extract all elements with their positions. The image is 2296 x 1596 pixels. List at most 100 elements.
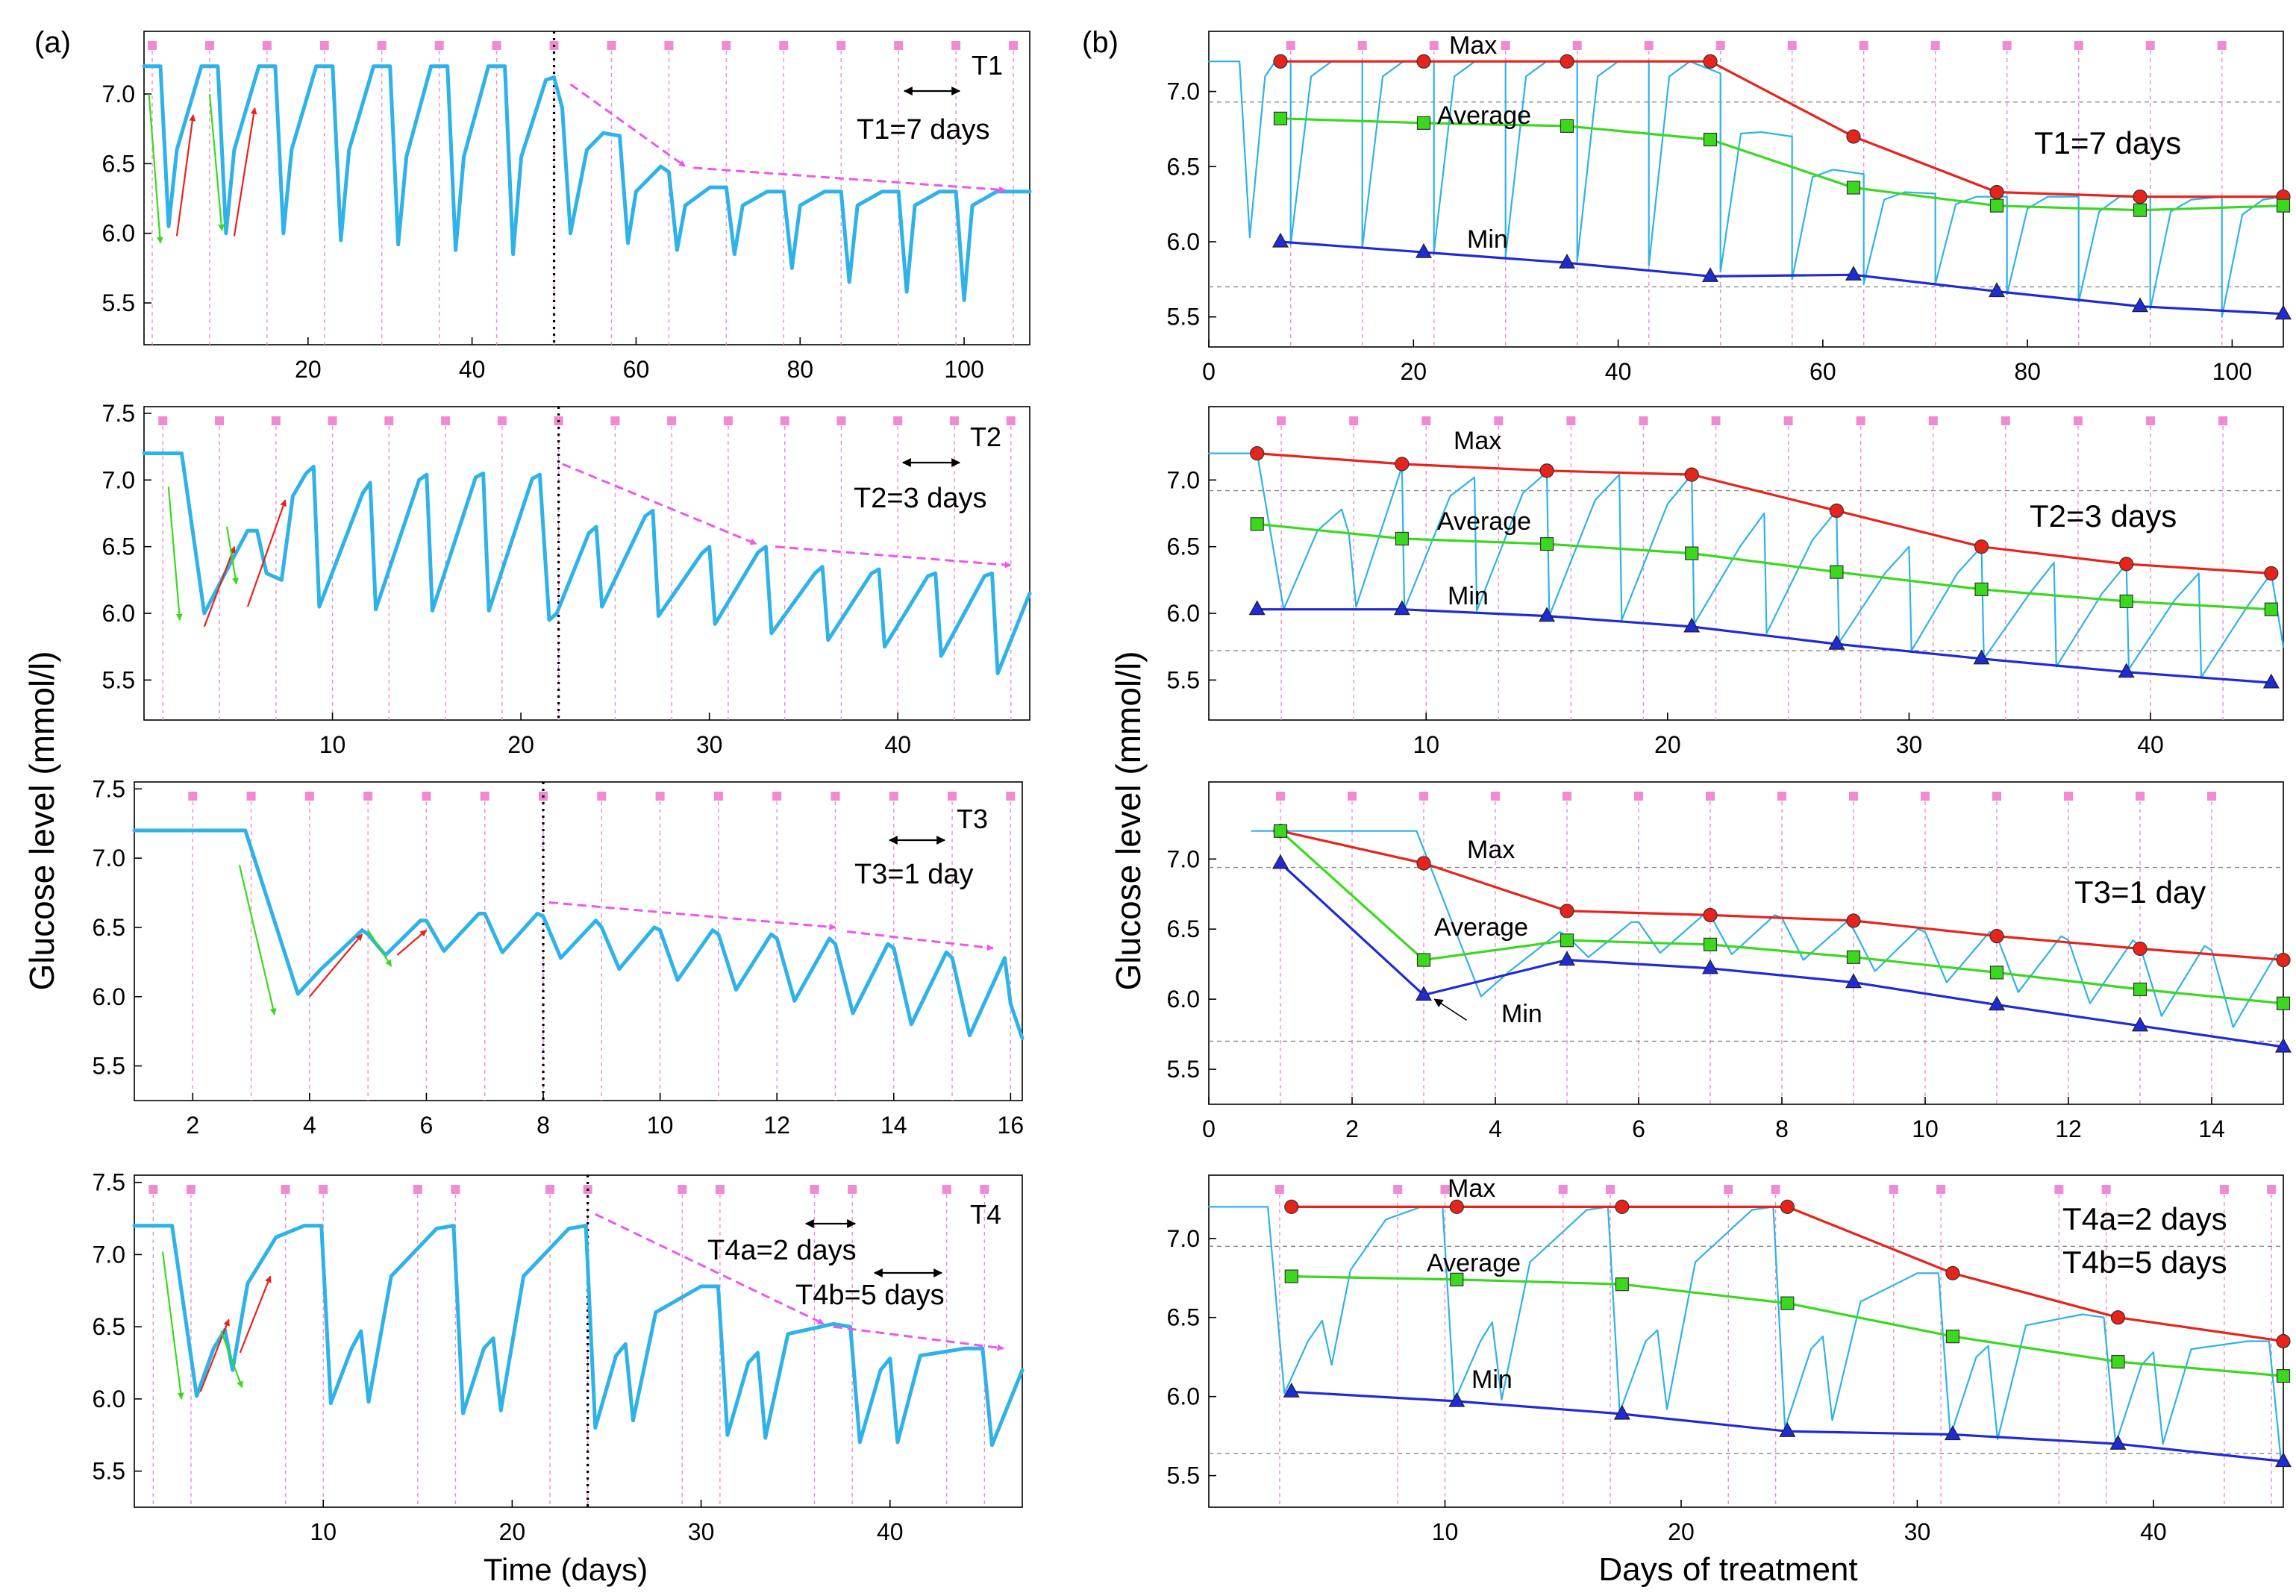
min-point bbox=[2262, 673, 2280, 689]
dose-marker bbox=[319, 41, 329, 50]
down-arrow bbox=[367, 930, 392, 967]
glucose-series-line bbox=[1251, 830, 2285, 1028]
trend-arrow bbox=[846, 930, 994, 951]
min-point bbox=[1683, 617, 1701, 633]
y-tick-label: 5.5 bbox=[93, 1053, 125, 1080]
dose-marker bbox=[715, 1185, 725, 1194]
min-label: Min bbox=[1448, 582, 1489, 610]
y-tick-label: 6.0 bbox=[1167, 986, 1200, 1013]
dose-marker bbox=[2074, 41, 2083, 50]
dose-marker bbox=[772, 792, 782, 801]
dose-marker bbox=[147, 41, 157, 50]
dose-marker bbox=[1277, 416, 1286, 425]
dose-marker bbox=[186, 1185, 195, 1194]
up-arrow bbox=[175, 114, 196, 237]
average-point bbox=[1703, 132, 1718, 147]
x-tick-label: 4 bbox=[1489, 1115, 1502, 1142]
dose-marker bbox=[1771, 1185, 1780, 1194]
min-point bbox=[2274, 1037, 2292, 1053]
x-tick-label: 10 bbox=[310, 1518, 337, 1545]
up-arrow bbox=[203, 545, 236, 628]
x-tick-label: 40 bbox=[877, 1518, 904, 1545]
x-tick-label: 10 bbox=[647, 1112, 674, 1139]
x-tick-label: 20 bbox=[1654, 731, 1681, 758]
y-tick-label: 6.0 bbox=[1167, 1383, 1200, 1410]
average-point bbox=[1539, 536, 1554, 551]
up-arrow bbox=[246, 499, 287, 607]
x-tick-label: 8 bbox=[1775, 1115, 1789, 1142]
max-label: Max bbox=[1454, 427, 1501, 455]
y-axis-label-b: Glucose level (mmol/l) bbox=[1109, 651, 1148, 991]
min-point bbox=[1845, 973, 1862, 989]
dose-marker bbox=[597, 792, 607, 801]
glucose-series-line bbox=[142, 451, 1032, 675]
y-tick-label: 6.5 bbox=[102, 150, 135, 177]
dose-marker bbox=[2267, 1185, 2277, 1194]
dose-marker bbox=[1349, 416, 1359, 425]
x-tick-label: 4 bbox=[303, 1112, 316, 1139]
average-point bbox=[1416, 953, 1431, 967]
x-tick-label: 60 bbox=[1809, 358, 1836, 385]
glucose-series-line bbox=[1207, 60, 2285, 318]
dose-marker bbox=[780, 416, 789, 425]
y-tick-label: 7.0 bbox=[1167, 845, 1200, 872]
chart-b2: 10 20 30 40 5.5 6.0 6.5 7.0 bbox=[1167, 406, 2285, 758]
trend-arrow bbox=[833, 1325, 1004, 1351]
down-arrow bbox=[238, 865, 277, 1016]
trend-arrow bbox=[548, 901, 836, 930]
x-tick-label: 60 bbox=[623, 356, 650, 383]
average-label: Average bbox=[1437, 101, 1531, 130]
dose-marker bbox=[1859, 41, 1868, 50]
min-point bbox=[1248, 600, 1266, 616]
x-tick-label: 12 bbox=[2055, 1115, 2082, 1142]
plot-frame-b1 bbox=[1208, 31, 2284, 348]
period-label-b: T4b=5 days bbox=[795, 1280, 945, 1311]
x-tick-label: 2 bbox=[1345, 1115, 1359, 1142]
max-label: Max bbox=[1448, 1174, 1495, 1203]
x-axis-label-a: Time (days) bbox=[484, 1552, 648, 1587]
panel-a-label: (a) bbox=[34, 26, 71, 59]
dose-marker bbox=[2073, 416, 2083, 425]
chart-a2: 10 20 30 40 5.5 6.0 6.5 7.0 7.5 bbox=[102, 400, 1032, 758]
dose-marker bbox=[722, 41, 731, 50]
dose-marker bbox=[1009, 41, 1019, 50]
min-series-line bbox=[1279, 862, 2284, 1048]
x-tick-label: 14 bbox=[880, 1112, 907, 1139]
max-point bbox=[1395, 457, 1410, 472]
dose-marker bbox=[1606, 1185, 1615, 1194]
min-point bbox=[1558, 253, 1576, 269]
y-tick-label: 5.5 bbox=[1167, 1462, 1200, 1489]
average-point bbox=[1989, 198, 2004, 213]
dose-marker bbox=[281, 1185, 290, 1194]
up-arrow bbox=[239, 1275, 272, 1354]
average-point bbox=[1974, 582, 1989, 596]
y-tick-label: 7.0 bbox=[102, 81, 135, 107]
x-tick-label: 40 bbox=[884, 731, 911, 758]
y-tick-label: 5.5 bbox=[1167, 1056, 1200, 1083]
average-label: Average bbox=[1434, 913, 1528, 942]
dose-marker bbox=[948, 792, 957, 801]
min-point bbox=[1701, 959, 1719, 974]
x-tick-label: 40 bbox=[1605, 358, 1632, 385]
average-point bbox=[1989, 966, 2004, 980]
min-point bbox=[1613, 1404, 1630, 1420]
max-point bbox=[2276, 1333, 2291, 1349]
max-point bbox=[1449, 1199, 1464, 1214]
down-arrow bbox=[148, 93, 163, 244]
max-point bbox=[1703, 907, 1718, 923]
panel-title: T2 bbox=[970, 422, 1001, 452]
dose-marker bbox=[413, 1185, 422, 1194]
max-point bbox=[1846, 913, 1861, 928]
y-tick-label: 6.0 bbox=[1167, 600, 1200, 627]
average-point bbox=[2276, 198, 2291, 213]
min-point bbox=[1539, 607, 1556, 622]
period-label: T2=3 days bbox=[854, 483, 987, 514]
y-tick-label: 6.5 bbox=[93, 1313, 125, 1340]
y-tick-label: 6.0 bbox=[93, 983, 125, 1010]
plot-frame-b2 bbox=[1208, 406, 2284, 721]
chart-b1: 0 20 40 60 80 100 5.5 6.0 6.5 7.0 bbox=[1167, 31, 2292, 385]
average-label: Average bbox=[1427, 1249, 1521, 1277]
chart-a3: 2 4 6 8 10 12 14 16 5.5 6.0 6.5 7.0 7.5 bbox=[93, 775, 1025, 1139]
max-point bbox=[2276, 952, 2291, 968]
average-point bbox=[2276, 1369, 2291, 1383]
